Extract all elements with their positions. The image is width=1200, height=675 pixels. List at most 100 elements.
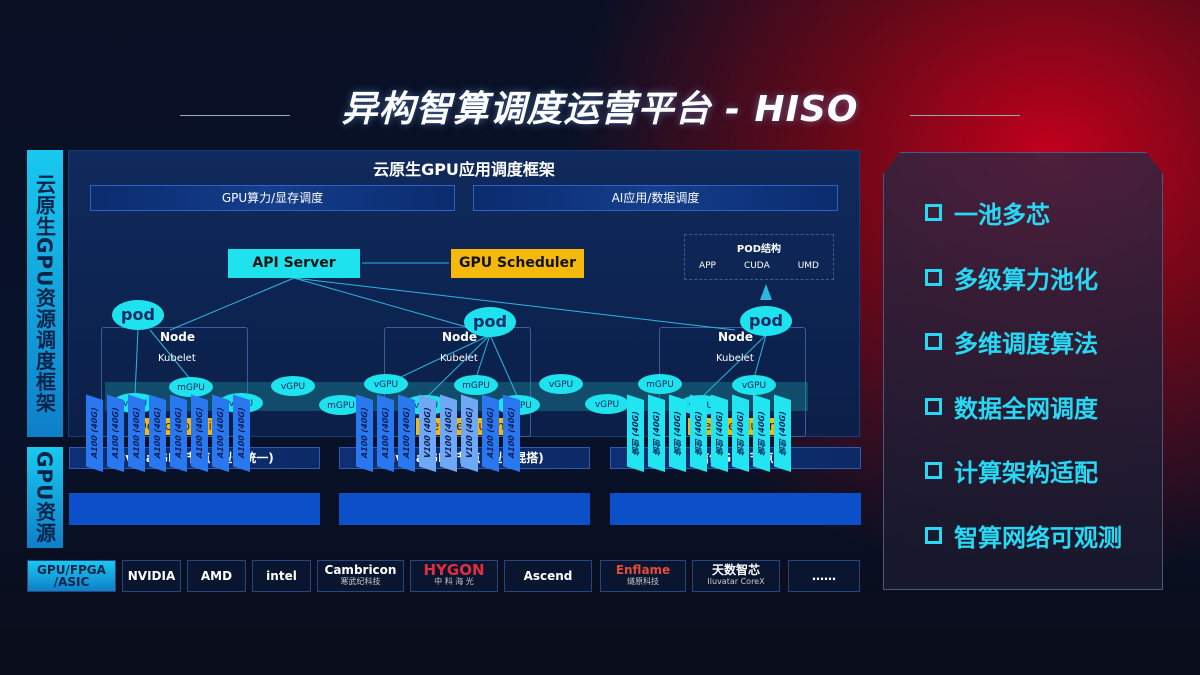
vendor-logo: HYGON 中 科 海 光 (410, 560, 498, 592)
gpu-card: 信创 (40G) (711, 394, 728, 472)
gpu-card: A100 (40G) (86, 394, 103, 472)
title-decor-line-left (180, 115, 290, 116)
features-panel (883, 152, 1163, 590)
vendor-logo: intel (252, 560, 311, 592)
feature-item: 计算架构适配 (925, 453, 1098, 488)
pod-label-1: pod (121, 305, 155, 324)
gpu-card: A100 (40G) (233, 394, 250, 472)
framework-title: 云原生GPU应用调度框架 (373, 160, 555, 179)
checkbox-icon (925, 462, 942, 480)
gpu-type-label: mGPU (646, 380, 674, 390)
feature-label: 多维调度算法 (954, 330, 1098, 359)
feature-label: 多级算力池化 (954, 265, 1098, 294)
checkbox-icon (925, 527, 942, 544)
gpu-type-label: vGPU (742, 381, 766, 391)
mgpu-ellipse (169, 377, 213, 397)
gpu-card: 信创 (40G) (732, 394, 749, 472)
gpu-type-label: vGPU (374, 380, 398, 390)
gpu-type-label: mGPU (177, 383, 205, 393)
vendor-name: intel (266, 569, 297, 583)
gpu-card: 信创 (40G) (753, 394, 770, 472)
vgpu-ellipse (271, 376, 315, 396)
gpu-type-label: mGPU (462, 381, 490, 391)
vendor-subname: 中 科 海 光 (434, 577, 474, 586)
vendor-logo: 天数智芯 Iluvatar CoreX (692, 560, 780, 592)
vendor-logo: Ascend (504, 560, 592, 592)
vendor-name: 天数智芯 (711, 563, 760, 577)
feature-label: 智算网络可观测 (954, 524, 1122, 552)
page-title: 异构智算调度运营平台 - HISO (341, 89, 859, 130)
side-label-framework: 云原生GPU资源调度框架 (27, 150, 63, 437)
vgpu-ellipse (539, 374, 583, 394)
pods (112, 300, 792, 337)
vendor-subname: 寒武纪科技 (340, 577, 381, 586)
checkbox-icon (925, 333, 942, 351)
gpu-card: 信创 (40G) (648, 394, 665, 472)
gpu-card: A100 (40G) (356, 394, 373, 472)
vendor-category-line2: /ASIC (53, 575, 90, 589)
vendor-name: HYGON (423, 561, 485, 579)
bar-ai-data: AI应用/数据调度 (473, 185, 838, 211)
pod-2 (464, 307, 516, 337)
gpu-card: A100 (40G) (212, 394, 229, 472)
pod-structure-box: POD结构 APP CUDA UMD (684, 234, 834, 280)
bar-gpu-compute: GPU算力/显存调度 (90, 185, 455, 211)
gpu-card: A100 (40G) (503, 394, 520, 472)
gpu-card: 信创 (40G) (669, 394, 686, 472)
gpu-card: A100 (40G) (128, 394, 145, 472)
vendor-name: Cambricon (324, 563, 397, 577)
feature-label: 一池多芯 (954, 201, 1050, 229)
feature-label: 数据全网调度 (954, 394, 1098, 423)
checkbox-icon (925, 397, 942, 415)
gpu-node-band (339, 493, 590, 525)
pod-label-2: pod (473, 312, 507, 331)
vendor-logo: NVIDIA (122, 560, 181, 592)
feature-item: 智算网络可观测 (925, 518, 1122, 553)
pod-structure-app: APP (698, 261, 716, 271)
pod-structure-umd: UMD (797, 261, 819, 271)
kubelet-label-3: Kubelet (716, 353, 754, 364)
vgpu-ellipse (364, 374, 408, 394)
gpu-card: A100 (40G) (170, 394, 187, 472)
vendor-logo: …… (788, 560, 860, 592)
feature-item: 多维调度算法 (925, 324, 1098, 359)
gpu-card: A100 (40G) (482, 394, 499, 472)
node-label-1: Node (160, 330, 196, 344)
feature-label: 计算架构适配 (954, 459, 1098, 488)
vendor-name: NVIDIA (127, 569, 176, 583)
api-server-box: API Server (228, 249, 360, 278)
vendor-logo: Enflame 燧原科技 (600, 560, 686, 592)
vendor-logo: AMD (187, 560, 246, 592)
pod-structure-title: POD结构 (736, 244, 782, 255)
gpu-card: V100 (40G) (419, 394, 436, 472)
up-arrow-icon (760, 284, 772, 300)
vendor-name: Enflame (615, 563, 671, 577)
gpu-card: A100 (40G) (377, 394, 394, 472)
vendor-category-line1: GPU/FPGA (37, 563, 106, 577)
vendor-name: …… (812, 569, 836, 583)
vendor-name: Ascend (523, 569, 573, 583)
gpu-type-label: vGPU (549, 380, 573, 390)
feature-item: 一池多芯 (925, 195, 1050, 230)
mgpu-ellipse (454, 375, 498, 395)
feature-item: 多级算力池化 (925, 260, 1098, 295)
vgpu-ellipse (732, 375, 776, 395)
gpu-type-label: vGPU (281, 382, 305, 392)
vendor-name: AMD (200, 569, 233, 583)
node-label-3: Node (718, 330, 754, 344)
gpu-card: A100 (40G) (398, 394, 415, 472)
gpu-scheduler-box: GPU Scheduler (451, 249, 584, 278)
pod-label-3: pod (749, 311, 783, 330)
feature-item: 数据全网调度 (925, 389, 1098, 424)
gpu-card: A100 (40G) (107, 394, 124, 472)
vendor-logo: Cambricon 寒武纪科技 (317, 560, 404, 592)
title-decor-line-right (910, 115, 1020, 116)
pod-3 (740, 306, 792, 336)
gpu-card: A100 (40G) (149, 394, 166, 472)
pod-structure-cuda: CUDA (743, 261, 770, 271)
mgpu-ellipse (319, 395, 363, 415)
gpu-card: 信创 (40G) (690, 394, 707, 472)
vgpu-ellipse (585, 394, 629, 414)
mgpu-ellipse (638, 374, 682, 394)
kubelet-label-2: Kubelet (440, 353, 478, 364)
